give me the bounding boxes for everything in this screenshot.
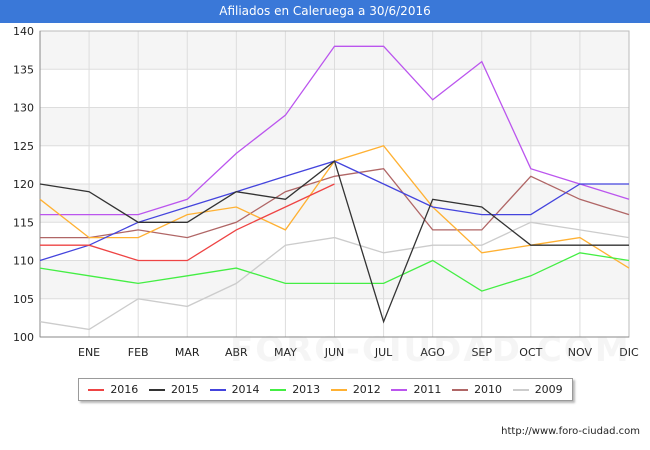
x-tick-label: ABR: [225, 346, 248, 359]
x-tick-label: MAY: [274, 346, 297, 359]
y-tick-label: 135: [13, 63, 34, 76]
y-tick-label: 100: [13, 331, 34, 344]
watermark-text: FORO-CIUDAD.COM: [230, 330, 631, 370]
legend-swatch: [512, 388, 529, 391]
legend-item-2009: 2009: [512, 383, 563, 396]
y-tick-label: 110: [13, 255, 34, 268]
footer-url: http://www.foro-ciudad.com: [501, 426, 640, 437]
legend-label: 2015: [170, 383, 199, 396]
legend-item-2011: 2011: [391, 383, 441, 396]
legend-item-2015: 2015: [148, 383, 199, 396]
y-tick-label: 105: [13, 293, 34, 306]
legend-swatch: [270, 388, 287, 391]
x-tick-label: NOV: [568, 346, 593, 359]
legend-label: 2016: [110, 383, 139, 396]
y-tick-labels: 100 105 110 115 120 125 130 135 140: [13, 25, 34, 344]
x-tick-label: AGO: [420, 346, 445, 359]
legend-item-2012: 2012: [330, 383, 381, 396]
y-tick-label: 115: [13, 216, 34, 229]
y-tick-label: 125: [13, 140, 34, 153]
x-tick-label: SEP: [471, 346, 492, 359]
y-tick-label: 130: [13, 102, 34, 115]
series-line-2011: [40, 45, 630, 216]
y-tick-label: 140: [13, 25, 34, 38]
legend-label: 2009: [534, 383, 563, 396]
legend-swatch: [209, 388, 226, 391]
x-tick-label: MAR: [175, 346, 200, 359]
legend-swatch: [391, 388, 408, 391]
x-tick-label: OCT: [519, 346, 542, 359]
legend-item-2013: 2013: [270, 383, 320, 396]
series-line-2013: [39, 252, 630, 292]
legend-item-2016: 2016: [88, 383, 138, 396]
y-tick-label: 120: [13, 178, 34, 191]
legend: 2016 2015 2014 2013 2012 2011 2010 2009: [78, 378, 573, 401]
x-tick-label: JUL: [374, 346, 393, 359]
legend-swatch: [88, 388, 105, 391]
legend-item-2010: 2010: [452, 383, 502, 396]
legend-label: 2013: [292, 383, 321, 396]
x-tick-label: DIC: [619, 346, 639, 359]
series-lines: [39, 45, 630, 331]
x-tick-label: ENE: [78, 346, 100, 359]
series-line-2009: [39, 221, 630, 331]
legend-item-2014: 2014: [209, 383, 260, 396]
legend-swatch: [148, 388, 165, 391]
legend-label: 2014: [231, 383, 260, 396]
legend-label: 2011: [413, 383, 442, 396]
x-tick-label: JUN: [324, 346, 345, 359]
series-line-2016: [40, 183, 335, 262]
legend-swatch: [452, 388, 469, 391]
legend-swatch: [330, 388, 347, 391]
series-line-2010: [40, 168, 630, 239]
series-line-2015: [39, 160, 629, 324]
x-tick-label: FEB: [128, 346, 149, 359]
legend-label: 2012: [352, 383, 381, 396]
chart-title: Afiliados en Caleruega a 30/6/2016: [0, 0, 650, 23]
legend-label: 2010: [474, 383, 503, 396]
x-tick-labels: ENE FEB MAR ABR MAY JUN JUL AGO SEP OCT NOV DIC: [78, 346, 639, 359]
